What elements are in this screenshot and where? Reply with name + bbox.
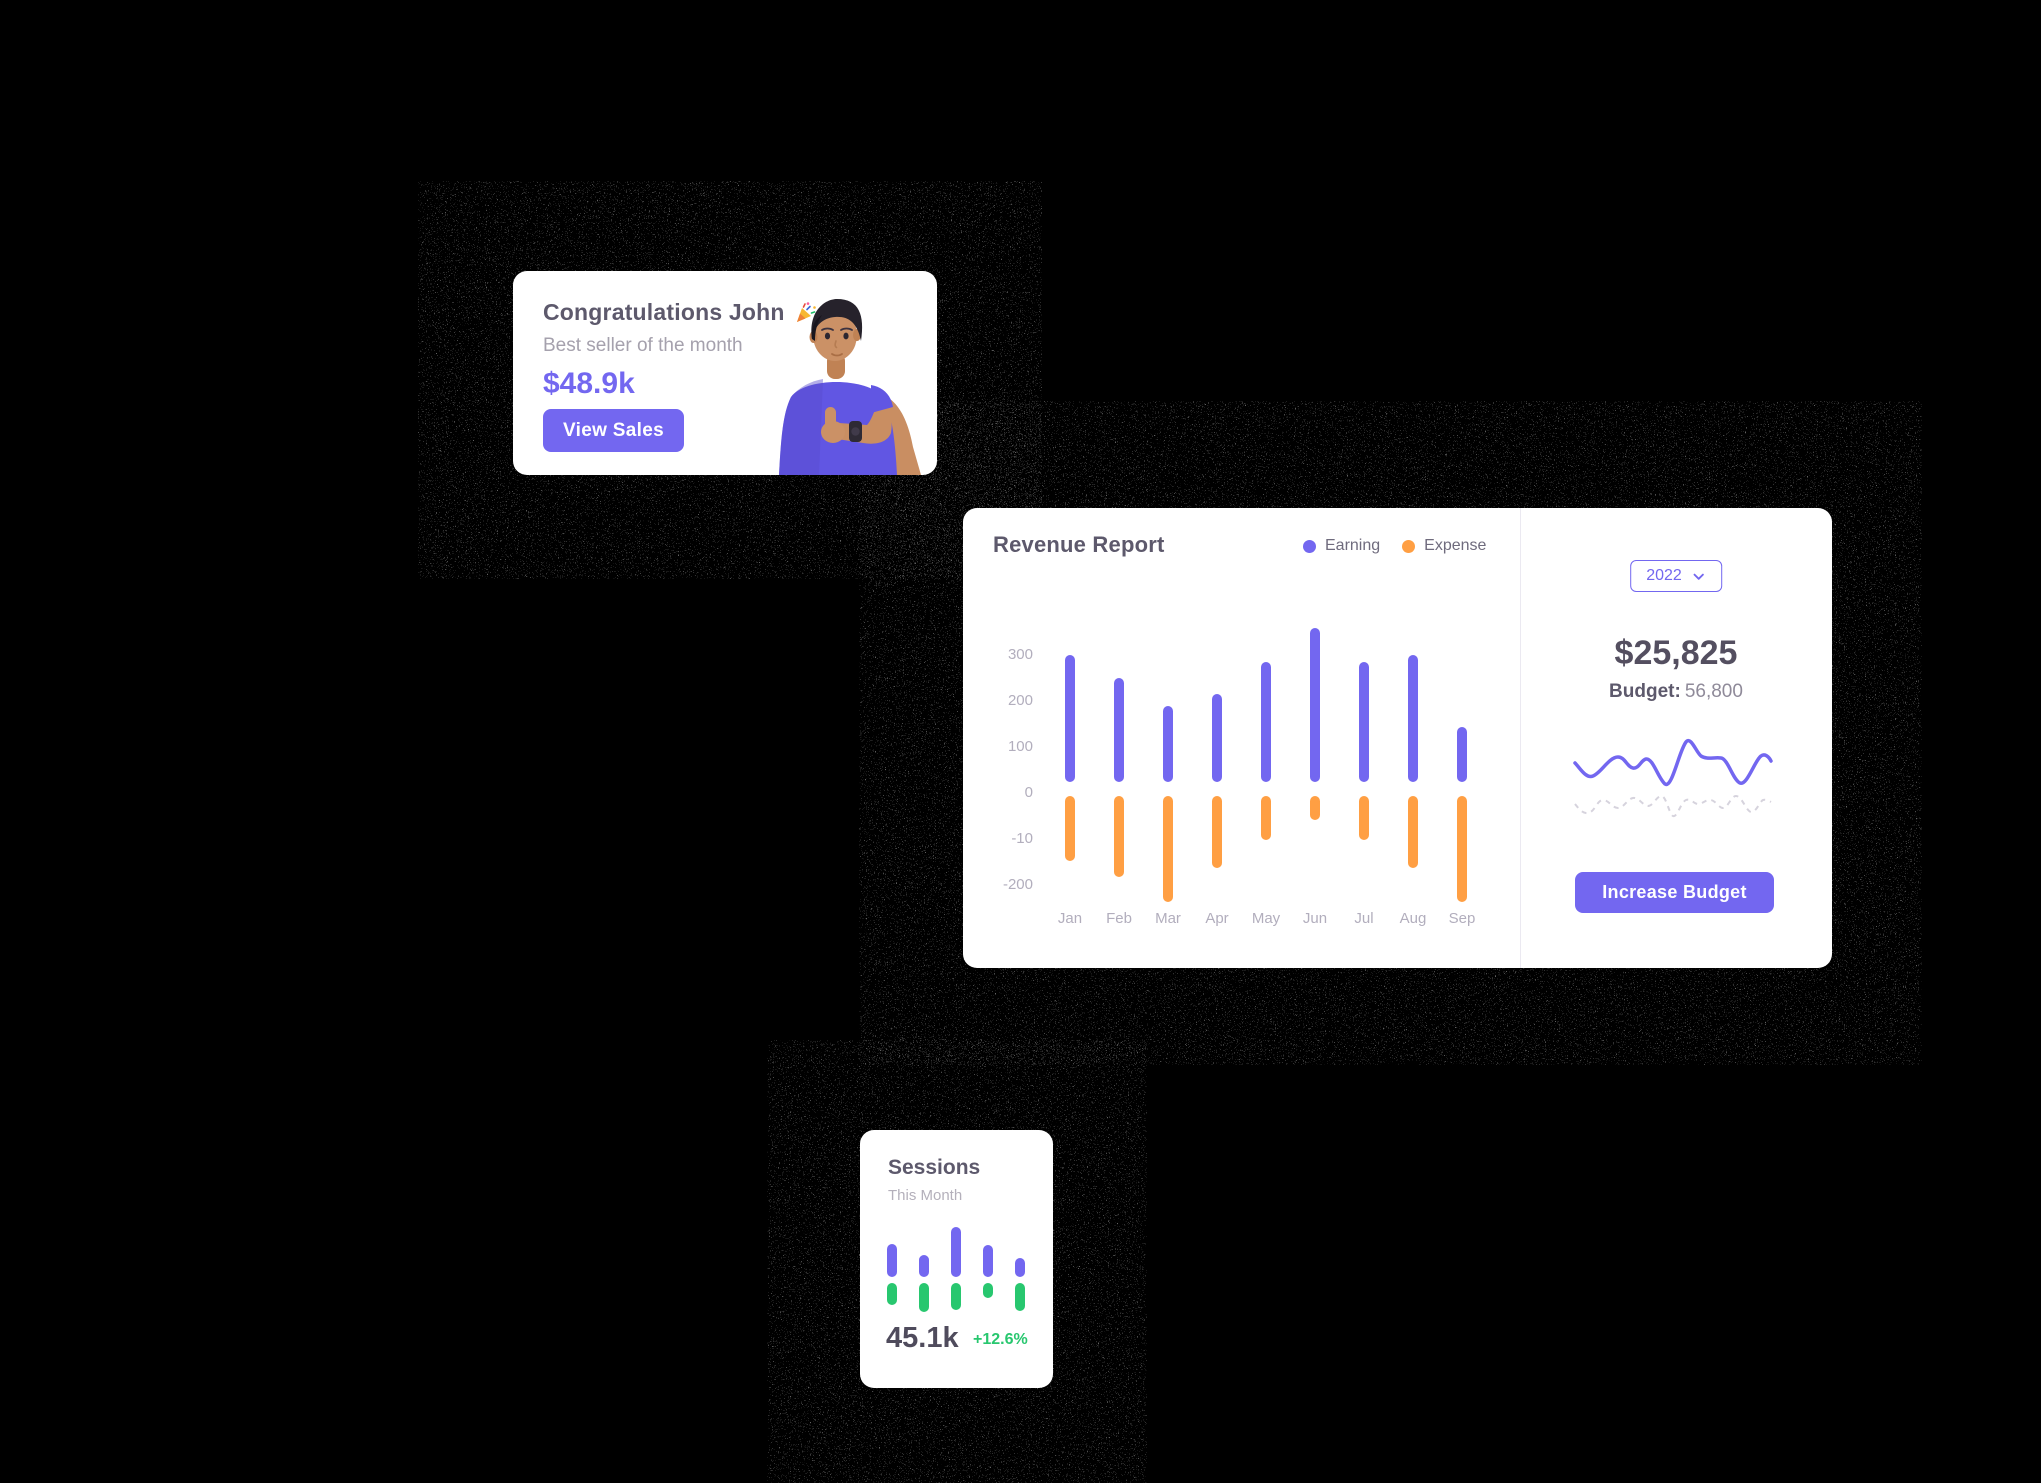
y-tick-label: -200	[1002, 876, 1033, 893]
y-tick-label: 300	[1007, 646, 1033, 663]
sessions-top-bar	[887, 1244, 897, 1277]
expense-bar	[1212, 796, 1222, 868]
revenue-report-title: Revenue Report	[993, 532, 1165, 557]
sessions-top-bar	[919, 1255, 929, 1277]
x-tick-label: Mar	[1155, 910, 1181, 927]
legend-item-earning: Earning	[1303, 537, 1380, 555]
sessions-bottom-bar	[951, 1283, 961, 1310]
earning-bar	[1212, 694, 1222, 782]
sessions-bottom-bar	[1015, 1283, 1025, 1311]
sessions-card: Sessions This Month 45.1k +12.6%	[860, 1130, 1053, 1388]
earning-bar	[1359, 662, 1369, 782]
budget-sparkline	[1573, 738, 1773, 818]
sessions-top-bar	[951, 1227, 961, 1277]
expense-bar	[1408, 796, 1418, 868]
revenue-report-card: Revenue Report Earning Expense 300 200 100…	[963, 508, 1832, 968]
sessions-bottom-bar	[919, 1283, 929, 1312]
sessions-bottom-bar	[983, 1283, 993, 1298]
x-tick-label: Jun	[1302, 910, 1328, 927]
sparkline-solid-line	[1573, 738, 1773, 786]
sparkline-dashed-line	[1574, 794, 1772, 818]
budget-line: Budget: 56,800	[1520, 681, 1832, 703]
x-tick-label: Jul	[1354, 910, 1374, 927]
x-tick-label: Feb	[1106, 910, 1132, 927]
budget-value: 56,800	[1684, 681, 1743, 702]
y-tick-label: -10	[1011, 830, 1033, 847]
budget-panel: 2022 $25,825 Budget: 56,800 Increase Budg…	[1520, 508, 1832, 968]
year-select-value: 2022	[1646, 567, 1682, 584]
expense-bar	[1457, 796, 1467, 903]
budget-label: Budget:	[1609, 681, 1681, 702]
congrats-subtitle: Best seller of the month	[543, 335, 743, 356]
congrats-amount: $48.9k	[543, 367, 635, 400]
revenue-bar-chart: 300 200 100 0 -10 -200 Jan Feb Mar Apr May Jun Jul Au…	[963, 508, 1520, 968]
man-thumbs-up-illustration	[779, 299, 921, 475]
earning-bar	[1310, 627, 1320, 782]
congratulations-card: Congratulations John Best seller of the …	[513, 271, 937, 475]
sessions-top-bar	[983, 1245, 993, 1277]
chart-legend: Earning Expense	[1303, 537, 1486, 555]
y-tick-label: 200	[1007, 692, 1033, 709]
earning-bar	[1457, 726, 1467, 782]
sessions-bottom-bar	[887, 1283, 897, 1305]
sessions-delta: +12.6%	[973, 1331, 1028, 1348]
earning-bar	[1261, 662, 1271, 782]
x-tick-label: Apr	[1205, 910, 1229, 927]
sessions-title: Sessions	[888, 1156, 981, 1179]
revenue-chart-section: Revenue Report Earning Expense 300 200 100…	[963, 508, 1521, 968]
x-tick-label: Aug	[1399, 910, 1427, 927]
sessions-top-bar	[1015, 1258, 1025, 1277]
earning-bar	[1408, 655, 1418, 782]
earning-bar	[1114, 678, 1124, 782]
expense-bar	[1261, 796, 1271, 841]
x-tick-label: Sep	[1448, 910, 1476, 927]
earning-bar	[1163, 705, 1173, 782]
earning-bar	[1065, 655, 1075, 782]
expense-bar	[1114, 796, 1124, 878]
y-tick-label: 100	[1007, 738, 1033, 755]
y-tick-label: 0	[1024, 784, 1033, 801]
sessions-subtitle: This Month	[888, 1187, 963, 1204]
year-select[interactable]: 2022	[1630, 560, 1722, 592]
legend-item-expense: Expense	[1402, 537, 1486, 555]
expense-bar	[1065, 796, 1075, 861]
expense-bar	[1359, 796, 1369, 841]
x-tick-label: May	[1251, 910, 1281, 927]
earning-legend-dot	[1303, 539, 1316, 553]
sessions-total: 45.1k	[886, 1322, 959, 1354]
chevron-down-icon	[1693, 573, 1704, 580]
congrats-title: Congratulations John	[543, 299, 818, 326]
sessions-bar-chart	[860, 1130, 1053, 1388]
expense-bar	[1310, 796, 1320, 820]
expense-legend-dot	[1402, 539, 1416, 553]
congrats-title-text: Congratulations John	[543, 299, 785, 325]
legend-expense-label: Expense	[1424, 537, 1487, 554]
expense-bar	[1163, 796, 1173, 903]
legend-earning-label: Earning	[1325, 537, 1381, 554]
view-sales-button[interactable]: View Sales	[543, 409, 684, 452]
x-tick-label: Jan	[1057, 910, 1083, 927]
increase-budget-button[interactable]: Increase Budget	[1575, 872, 1774, 913]
budget-total: $25,825	[1614, 634, 1738, 672]
